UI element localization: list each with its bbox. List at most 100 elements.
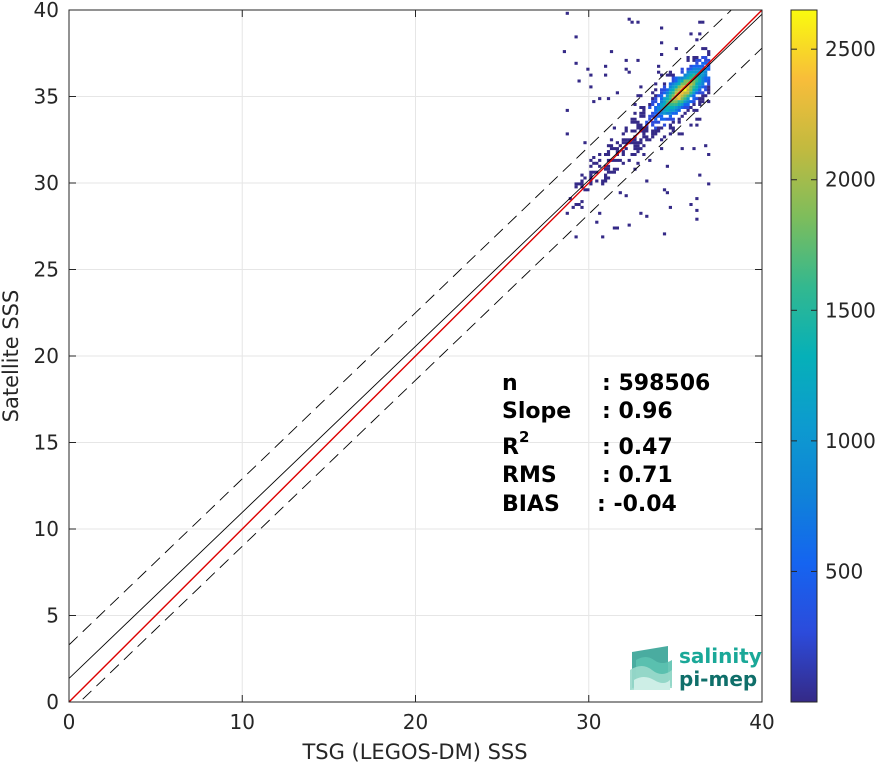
density-cell <box>598 158 602 162</box>
y-axis-label: Satellite SSS <box>0 290 23 423</box>
density-cell <box>612 226 616 230</box>
density-cell <box>642 106 646 109</box>
density-cell <box>598 97 602 101</box>
density-cell <box>606 158 611 162</box>
density-cell <box>612 170 616 174</box>
density-cell <box>668 88 672 92</box>
density-cell <box>692 64 696 68</box>
density-cell <box>577 79 581 83</box>
density-cell <box>574 182 578 186</box>
density-cell <box>654 106 658 109</box>
density-cell <box>692 85 696 89</box>
density-cell <box>639 106 643 109</box>
density-cell <box>683 79 687 83</box>
density-cell <box>707 58 711 62</box>
density-cell <box>698 91 702 95</box>
density-cell <box>665 164 669 168</box>
salinity-pimep-logo: salinity pi-mep <box>630 644 762 691</box>
density-cell <box>586 67 590 71</box>
density-cell <box>636 58 640 62</box>
density-cell <box>648 117 652 121</box>
density-cell <box>651 91 655 95</box>
density-cell <box>618 144 622 148</box>
density-cell <box>701 97 705 101</box>
density-cell <box>639 141 643 145</box>
density-cell <box>683 97 687 101</box>
density-cell <box>680 91 684 95</box>
density-cell <box>654 126 658 130</box>
density-cell <box>692 82 696 86</box>
x-tick-label: 10 <box>230 710 255 734</box>
density-cell <box>604 173 608 177</box>
density-cell <box>636 150 640 154</box>
density-cell <box>689 106 693 109</box>
density-cell <box>648 158 652 162</box>
density-cell <box>630 20 634 24</box>
density-cell <box>662 188 667 192</box>
density-cell <box>689 32 693 36</box>
density-cell <box>695 91 699 95</box>
density-cell <box>618 191 622 195</box>
density-cell <box>633 117 637 121</box>
x-axis: 0 10 20 30 40 <box>63 10 775 734</box>
density-cell <box>680 67 684 71</box>
density-cell <box>683 111 687 115</box>
density-cell <box>683 106 687 109</box>
density-cell <box>680 70 684 74</box>
density-cell <box>686 108 690 112</box>
x-tick-label: 30 <box>576 710 601 734</box>
density-cell <box>698 79 702 83</box>
density-cell <box>695 38 699 42</box>
stat-n-key: n <box>502 371 518 396</box>
density-cell <box>692 67 696 71</box>
density-cell <box>615 91 619 95</box>
density-cell <box>651 111 655 115</box>
line--2-rms <box>79 47 762 702</box>
density-cell <box>677 120 681 124</box>
density-cell <box>695 197 699 201</box>
density-cell <box>609 138 614 142</box>
density-cell <box>689 94 693 98</box>
density-cell <box>689 85 693 89</box>
density-cell <box>683 76 687 80</box>
density-cell <box>680 79 684 83</box>
density-cell <box>680 85 684 89</box>
density-cell <box>665 117 669 121</box>
density-cell <box>692 108 696 112</box>
density-cell <box>651 129 655 133</box>
density-cell <box>671 106 675 109</box>
density-cell <box>636 126 640 130</box>
density-cell <box>674 79 678 83</box>
density-cell <box>592 170 596 174</box>
density-cell <box>704 73 708 77</box>
density-cell <box>648 114 652 118</box>
density-cell <box>654 100 658 104</box>
density-cell <box>674 97 678 101</box>
density-cell <box>657 103 661 106</box>
logo-text-pimep: pi-mep <box>679 667 757 691</box>
density-cell <box>624 147 628 151</box>
density-cell <box>695 82 699 86</box>
density-cell <box>609 50 614 54</box>
density-cell <box>636 20 640 24</box>
density-cell <box>571 205 575 209</box>
density-cell <box>686 56 690 59</box>
colorbar: 500 1000 1500 2000 2500 <box>790 9 876 703</box>
density-cell <box>695 64 699 68</box>
density-cell <box>574 235 578 239</box>
density-cell <box>612 167 616 171</box>
density-cell <box>686 97 690 101</box>
density-cell <box>580 179 584 183</box>
density-cell <box>701 47 705 51</box>
density-cell <box>642 108 646 112</box>
density-cell <box>698 32 702 36</box>
density-cell <box>671 94 675 98</box>
density-cell <box>680 100 684 104</box>
density-cell <box>624 194 628 198</box>
density-cell <box>680 94 684 98</box>
density-cell <box>677 85 681 89</box>
density-cell <box>598 164 602 168</box>
density-cell <box>660 41 664 45</box>
density-cell <box>677 94 681 98</box>
density-cell <box>695 56 699 59</box>
